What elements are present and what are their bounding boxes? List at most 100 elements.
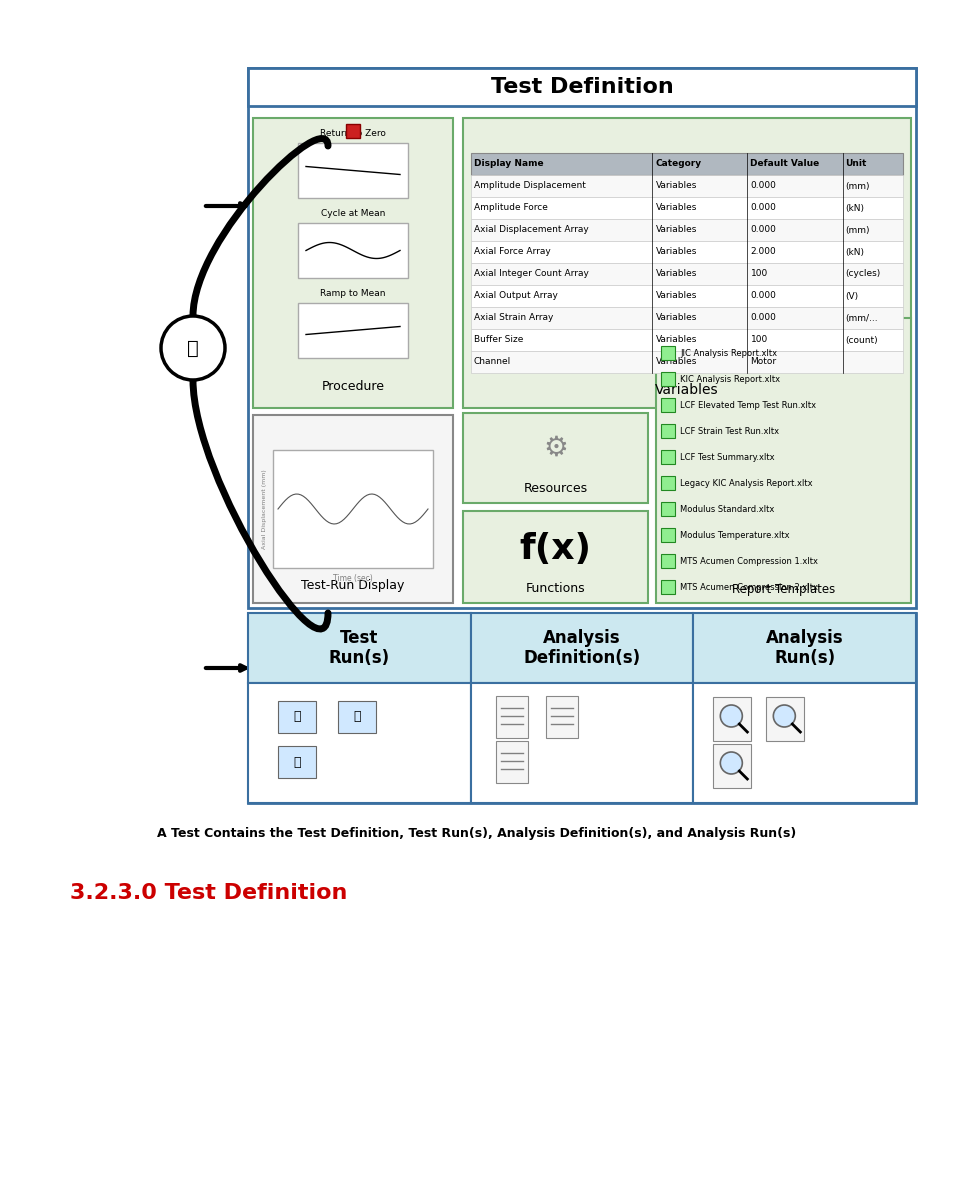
Text: Variables: Variables	[655, 270, 696, 278]
Text: Variables: Variables	[655, 204, 696, 212]
FancyBboxPatch shape	[656, 318, 910, 602]
FancyBboxPatch shape	[660, 502, 675, 516]
Text: Modulus Standard.xltx: Modulus Standard.xltx	[679, 505, 774, 514]
Text: (mm): (mm)	[844, 182, 869, 191]
Text: Variables: Variables	[655, 182, 696, 191]
FancyBboxPatch shape	[297, 303, 408, 358]
Text: 📈: 📈	[293, 756, 300, 769]
Text: Time (sec): Time (sec)	[333, 573, 373, 582]
Text: Channel: Channel	[474, 357, 511, 367]
FancyBboxPatch shape	[346, 124, 359, 138]
Text: Axial Displacement Array: Axial Displacement Array	[474, 225, 588, 235]
Text: Default Value: Default Value	[750, 159, 819, 169]
FancyBboxPatch shape	[297, 143, 408, 198]
Text: Axial Force Array: Axial Force Array	[474, 248, 550, 257]
Text: 0.000: 0.000	[750, 182, 776, 191]
FancyBboxPatch shape	[462, 118, 910, 408]
FancyBboxPatch shape	[470, 683, 693, 803]
Text: (count): (count)	[844, 336, 877, 344]
Text: Test-Run Display: Test-Run Display	[301, 579, 404, 592]
FancyBboxPatch shape	[471, 219, 902, 241]
Text: (kN): (kN)	[844, 248, 863, 257]
Text: 0.000: 0.000	[750, 204, 776, 212]
Text: Report Templates: Report Templates	[731, 582, 834, 595]
FancyBboxPatch shape	[248, 68, 915, 608]
FancyBboxPatch shape	[660, 424, 675, 439]
FancyBboxPatch shape	[248, 68, 915, 106]
Text: Amplitude Force: Amplitude Force	[474, 204, 547, 212]
Text: 📈: 📈	[293, 711, 300, 724]
FancyBboxPatch shape	[693, 613, 915, 683]
FancyBboxPatch shape	[253, 118, 453, 408]
FancyBboxPatch shape	[273, 450, 433, 568]
Text: 🖨: 🖨	[187, 338, 198, 357]
FancyBboxPatch shape	[471, 351, 902, 373]
FancyBboxPatch shape	[713, 697, 751, 740]
Text: Axial Output Array: Axial Output Array	[474, 291, 558, 301]
FancyBboxPatch shape	[470, 613, 693, 683]
FancyBboxPatch shape	[660, 399, 675, 411]
Text: Variables: Variables	[655, 225, 696, 235]
Text: Analysis
Definition(s): Analysis Definition(s)	[523, 628, 639, 667]
FancyBboxPatch shape	[471, 153, 902, 174]
Text: Test Definition: Test Definition	[490, 77, 673, 97]
FancyBboxPatch shape	[765, 697, 803, 740]
Text: Buffer Size: Buffer Size	[474, 336, 523, 344]
Text: 0.000: 0.000	[750, 225, 776, 235]
Text: (mm/...: (mm/...	[844, 314, 877, 323]
FancyBboxPatch shape	[253, 415, 453, 602]
FancyBboxPatch shape	[471, 263, 902, 285]
Text: Axial Displacement (mm): Axial Displacement (mm)	[262, 469, 267, 549]
Text: Motor: Motor	[750, 357, 776, 367]
Text: Category: Category	[655, 159, 700, 169]
FancyBboxPatch shape	[713, 744, 751, 788]
Text: Ramp to Mean: Ramp to Mean	[320, 289, 385, 298]
Text: MTS Acumen Compression 1.xltx: MTS Acumen Compression 1.xltx	[679, 556, 817, 566]
Text: Procedure: Procedure	[321, 380, 384, 393]
Text: 100: 100	[750, 270, 767, 278]
Text: (mm): (mm)	[844, 225, 869, 235]
FancyBboxPatch shape	[277, 702, 315, 733]
Text: 0.000: 0.000	[750, 291, 776, 301]
FancyBboxPatch shape	[496, 696, 527, 738]
FancyBboxPatch shape	[545, 696, 578, 738]
FancyBboxPatch shape	[471, 285, 902, 307]
FancyBboxPatch shape	[660, 476, 675, 490]
Text: 100: 100	[750, 336, 767, 344]
FancyBboxPatch shape	[248, 613, 915, 803]
Circle shape	[720, 705, 741, 727]
Text: Display Name: Display Name	[474, 159, 543, 169]
Text: Axial Strain Array: Axial Strain Array	[474, 314, 553, 323]
FancyBboxPatch shape	[337, 702, 375, 733]
FancyBboxPatch shape	[660, 373, 675, 386]
Circle shape	[161, 316, 225, 380]
Text: Return to Zero: Return to Zero	[319, 129, 386, 138]
FancyBboxPatch shape	[297, 223, 408, 278]
FancyBboxPatch shape	[277, 746, 315, 778]
FancyBboxPatch shape	[462, 413, 647, 503]
Text: Variables: Variables	[655, 314, 696, 323]
Text: ⚙: ⚙	[542, 434, 567, 462]
FancyBboxPatch shape	[693, 683, 915, 803]
Text: f(x): f(x)	[519, 532, 591, 566]
Text: JIC Analysis Report.xltx: JIC Analysis Report.xltx	[679, 349, 777, 357]
FancyBboxPatch shape	[471, 329, 902, 351]
Text: 3.2.3.0 Test Definition: 3.2.3.0 Test Definition	[70, 883, 347, 903]
Text: Axial Integer Count Array: Axial Integer Count Array	[474, 270, 588, 278]
Text: LCF Strain Test Run.xltx: LCF Strain Test Run.xltx	[679, 427, 779, 435]
Text: 2.000: 2.000	[750, 248, 776, 257]
Text: MTS Acumen Compression 2.xltx: MTS Acumen Compression 2.xltx	[679, 582, 817, 592]
FancyBboxPatch shape	[496, 740, 527, 783]
FancyBboxPatch shape	[660, 528, 675, 542]
Circle shape	[773, 705, 795, 727]
Text: 📈: 📈	[353, 711, 360, 724]
Text: Variables: Variables	[655, 291, 696, 301]
Text: Variables: Variables	[655, 336, 696, 344]
Text: (V): (V)	[844, 291, 858, 301]
FancyBboxPatch shape	[660, 345, 675, 360]
Text: Variables: Variables	[655, 383, 718, 397]
Text: Amplitude Displacement: Amplitude Displacement	[474, 182, 585, 191]
FancyBboxPatch shape	[462, 511, 647, 602]
Text: LCF Test Summary.xltx: LCF Test Summary.xltx	[679, 453, 774, 461]
Text: LCF Elevated Temp Test Run.xltx: LCF Elevated Temp Test Run.xltx	[679, 401, 815, 409]
